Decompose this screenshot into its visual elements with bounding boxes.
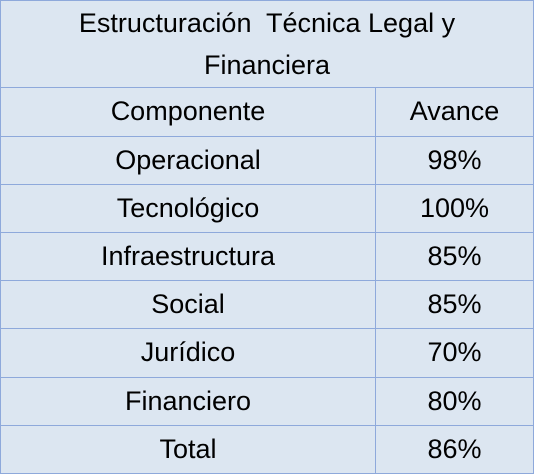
data-row: Social 85% [0, 280, 534, 330]
data-row: Operacional 98% [0, 135, 534, 185]
header-row: Componente Avance [0, 87, 534, 137]
component-cell: Infraestructura [0, 231, 376, 282]
data-row: Tecnológico 100% [0, 183, 534, 233]
title-cell: Estructuración Técnica Legal y Financier… [0, 0, 534, 89]
title-row: Estructuración Técnica Legal y Financier… [0, 0, 534, 89]
progress-cell: 85% [375, 231, 534, 282]
progress-cell: 80% [375, 376, 534, 426]
header-cell: Componente [0, 87, 376, 137]
progress-cell: 98% [375, 135, 534, 185]
data-row: Total 86% [0, 424, 534, 474]
data-row: Infraestructura 85% [0, 231, 534, 282]
component-cell: Financiero [0, 376, 376, 426]
progress-cell: 70% [375, 328, 534, 378]
component-cell: Tecnológico [0, 183, 376, 233]
component-cell: Operacional [0, 135, 376, 185]
header-cell: Avance [375, 87, 534, 137]
data-row: Financiero 80% [0, 376, 534, 426]
progress-cell: 86% [375, 424, 534, 474]
table-title: Estructuración Técnica Legal y Financier… [78, 8, 463, 81]
component-cell: Total [0, 424, 376, 474]
data-row: Jurídico 70% [0, 328, 534, 378]
progress-cell: 85% [375, 280, 534, 330]
component-cell: Social [0, 280, 376, 330]
component-cell: Jurídico [0, 328, 376, 378]
progress-cell: 100% [375, 183, 534, 233]
